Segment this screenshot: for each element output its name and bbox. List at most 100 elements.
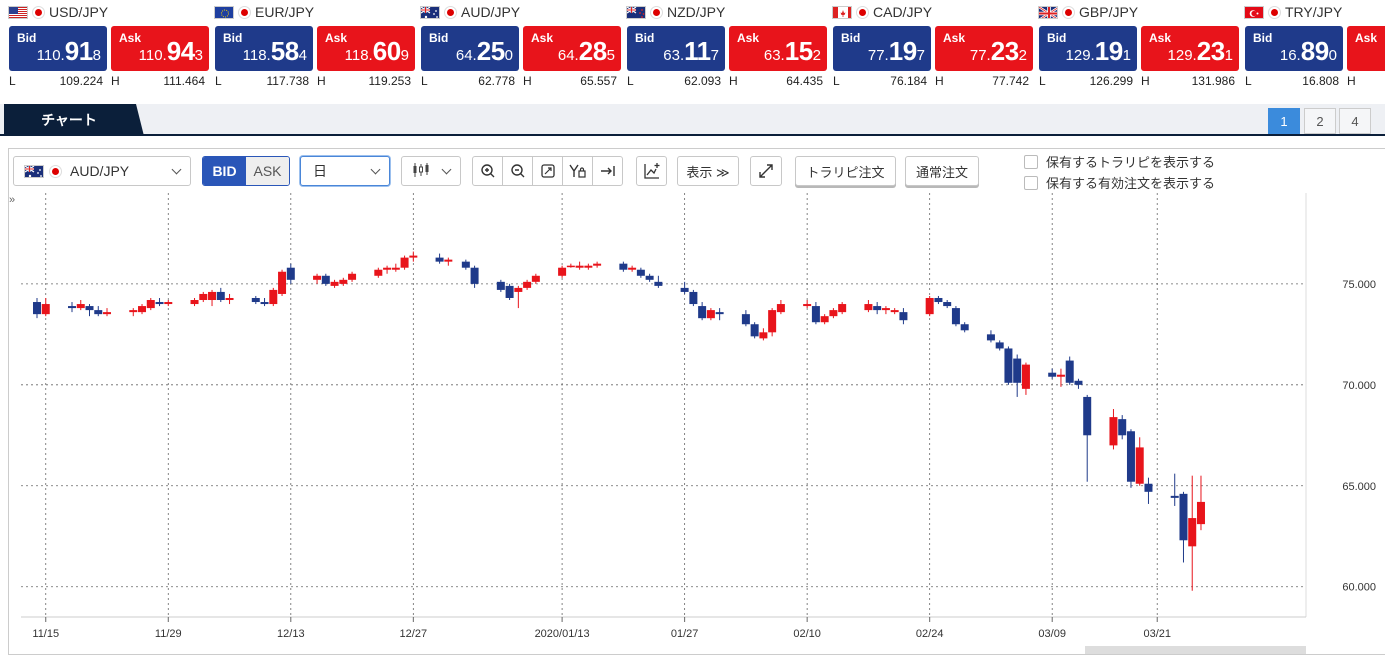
- bid-price-pips: 19: [888, 36, 917, 66]
- bid-price-fraction: 1: [1122, 47, 1131, 64]
- low-label: L: [421, 74, 428, 88]
- candle-down: [1048, 372, 1057, 377]
- ask-price-fraction: 3: [194, 47, 203, 64]
- tab-chart[interactable]: チャート: [4, 104, 144, 136]
- bid-price-button[interactable]: Bid 64.250: [421, 26, 519, 71]
- ask-price-button[interactable]: Ask 118.609: [317, 26, 415, 71]
- bid-price-pips: 91: [64, 36, 93, 66]
- candle-down: [934, 297, 943, 303]
- rate-card-nzd-jpy[interactable]: NZD/JPY Bid 63.117 Ask 63.152 L 62.093 H 64.435: [618, 0, 827, 96]
- candle-down: [1065, 360, 1074, 383]
- rate-card-header: NZD/JPY: [626, 4, 725, 20]
- ask-button[interactable]: ASK: [246, 157, 289, 185]
- candle-up: [383, 267, 392, 270]
- ask-price-button[interactable]: Ask 110.943: [111, 26, 209, 71]
- candle-down: [1013, 358, 1022, 383]
- ask-label: Ask: [325, 31, 348, 45]
- candle-down: [873, 306, 882, 311]
- rate-card-usd-jpy[interactable]: USD/JPY Bid 110.918 Ask 110.943 L 109.224 H 111.…: [0, 0, 209, 96]
- ask-price: 110.943: [139, 36, 203, 67]
- low-value: 76.184: [890, 74, 927, 88]
- bid-price-fraction: 4: [298, 47, 307, 64]
- bid-label: Bid: [17, 31, 37, 45]
- add-indicator-button[interactable]: [636, 156, 667, 186]
- rate-card-try-jpy[interactable]: TRY/JPY Bid 16.890 Ask L 16.808 H: [1236, 0, 1385, 96]
- show-trarepi-checkbox[interactable]: 保有するトラリピを表示する: [1024, 152, 1215, 171]
- bid-price-fraction: 7: [710, 47, 719, 64]
- candle-up: [890, 310, 899, 313]
- trarepi-order-button[interactable]: トラリピ注文: [795, 156, 896, 186]
- rate-card-gbp-jpy[interactable]: GBP/JPY Bid 129.191 Ask 129.231 L 126.299 H 131.…: [1030, 0, 1239, 96]
- ask-label: Ask: [119, 31, 142, 45]
- candle-up: [759, 332, 768, 339]
- display-menu-button[interactable]: 表示 ≫: [677, 156, 739, 186]
- candle-up: [1196, 501, 1205, 525]
- bid-label: Bid: [841, 31, 861, 45]
- rate-card-header: TRY/JPY: [1244, 4, 1342, 20]
- bid-label: Bid: [223, 31, 243, 45]
- ask-price-head: 129.: [1167, 47, 1197, 64]
- ask-price-button[interactable]: Ask 77.232: [935, 26, 1033, 71]
- high-value: 64.435: [786, 74, 823, 88]
- candle-up: [881, 308, 890, 311]
- bid-button[interactable]: BID: [203, 157, 246, 185]
- checkbox-box[interactable]: [1024, 154, 1038, 169]
- period-select[interactable]: 日: [300, 156, 390, 186]
- show-orders-label: 保有する有効注文を表示する: [1046, 176, 1216, 191]
- rate-card-aud-jpy[interactable]: AUD/JPY Bid 64.250 Ask 64.285 L 62.778 H 65.557: [412, 0, 621, 96]
- fullscreen-button[interactable]: [750, 156, 782, 186]
- rate-card-cad-jpy[interactable]: CAD/JPY Bid 77.197 Ask 77.232 L 76.184 H 77.742: [824, 0, 1033, 96]
- candle-down: [251, 297, 260, 303]
- bid-price: 77.197: [868, 36, 925, 67]
- show-orders-checkbox[interactable]: 保有する有効注文を表示する: [1024, 173, 1215, 192]
- eu-flag-icon: [214, 5, 234, 19]
- chart-scrollbar[interactable]: [1085, 646, 1306, 654]
- bid-price: 63.117: [663, 36, 719, 67]
- low-value: 117.738: [266, 74, 310, 88]
- ask-price-button[interactable]: Ask: [1347, 26, 1385, 71]
- candle-down: [698, 306, 707, 319]
- zoom-in-button[interactable]: [472, 156, 503, 186]
- candle-up: [523, 281, 532, 288]
- candle-up: [838, 304, 847, 313]
- bid-price-button[interactable]: Bid 16.890: [1245, 26, 1343, 71]
- fit-screen-icon: [540, 164, 555, 178]
- candle-down: [986, 334, 995, 341]
- candle-down: [1118, 419, 1127, 436]
- fit-button[interactable]: [532, 156, 563, 186]
- checkbox-box[interactable]: [1024, 175, 1038, 190]
- high-value: 111.464: [163, 74, 205, 88]
- ask-price-button[interactable]: Ask 63.152: [729, 26, 827, 71]
- low-label: L: [1039, 74, 1046, 88]
- normal-order-button[interactable]: 通常注文: [905, 156, 979, 186]
- ask-price-button[interactable]: Ask 64.285: [523, 26, 621, 71]
- bid-ask-toggle[interactable]: BID ASK: [202, 156, 290, 186]
- ask-price-button[interactable]: Ask 129.231: [1141, 26, 1239, 71]
- jump-latest-button[interactable]: [592, 156, 623, 186]
- high-label: H: [317, 74, 326, 88]
- currency-pair-select[interactable]: AUD/JPY: [13, 156, 191, 186]
- low-value-row: L 126.299: [1039, 74, 1137, 88]
- japan-flag-icon: [1268, 5, 1281, 19]
- page-1-button[interactable]: 1: [1268, 108, 1300, 134]
- ask-label: Ask: [1149, 31, 1172, 45]
- page-4-button[interactable]: 4: [1339, 108, 1371, 134]
- candlestick-icon: [412, 162, 430, 181]
- bid-price-button[interactable]: Bid 77.197: [833, 26, 931, 71]
- bid-price-button[interactable]: Bid 63.117: [627, 26, 725, 71]
- rate-card-header: GBP/JPY: [1038, 4, 1138, 20]
- bid-price-button[interactable]: Bid 110.918: [9, 26, 107, 71]
- zoom-out-button[interactable]: [502, 156, 533, 186]
- collapse-sidebar-button[interactable]: »: [9, 194, 16, 206]
- y-axis-lock-button[interactable]: [562, 156, 593, 186]
- bid-price-button[interactable]: Bid 118.584: [215, 26, 313, 71]
- page-2-button[interactable]: 2: [1304, 108, 1336, 134]
- high-label: H: [523, 74, 532, 88]
- pair-name: GBP/JPY: [1079, 4, 1139, 20]
- chart-type-select[interactable]: [401, 156, 461, 186]
- bid-price-button[interactable]: Bid 129.191: [1039, 26, 1137, 71]
- rate-card-eur-jpy[interactable]: EUR/JPY Bid 118.584 Ask 118.609 L 117.738 H 119.…: [206, 0, 415, 96]
- candle-up: [820, 316, 829, 323]
- ask-price: 77.232: [970, 36, 1027, 67]
- candlestick-chart[interactable]: 60.000 65.000 70.000 75.000 11/15 11/29 12/13 1…: [9, 193, 1385, 654]
